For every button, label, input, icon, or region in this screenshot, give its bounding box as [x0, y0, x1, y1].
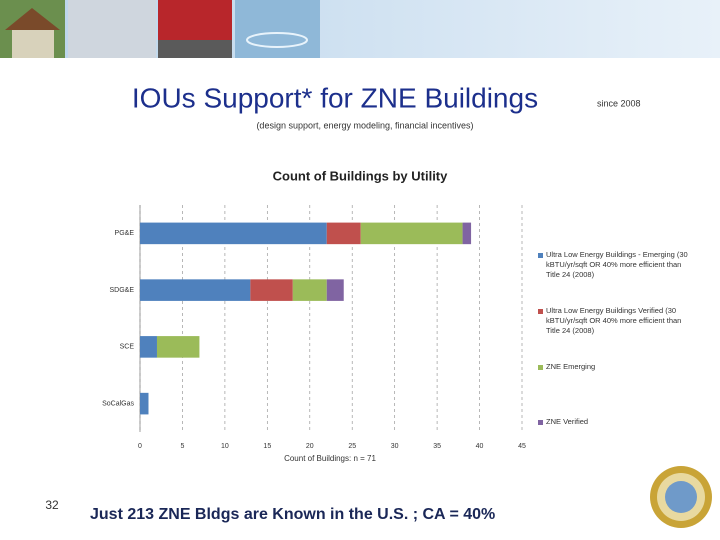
- x-tick-label: 5: [180, 443, 184, 450]
- legend-swatch: [538, 365, 543, 370]
- legend-label: Ultra Low Energy Buildings Verified (30 …: [546, 306, 682, 335]
- x-tick-label: 45: [518, 443, 526, 450]
- x-tick-label: 25: [348, 443, 356, 450]
- x-tick-label: 40: [476, 443, 484, 450]
- seal: [650, 466, 712, 528]
- x-tick-label: 20: [306, 443, 314, 450]
- bar-segment: [156, 336, 200, 358]
- slide-subtitle: (design support, energy modeling, financ…: [256, 120, 473, 130]
- page-number: 32: [45, 498, 59, 512]
- bar-segment: [326, 279, 344, 301]
- x-tick-label: 0: [138, 443, 142, 450]
- legend-label: ZNE Verified: [546, 417, 589, 426]
- header-strip: [0, 0, 720, 58]
- x-tick-label: 15: [263, 443, 271, 450]
- legend-swatch: [538, 420, 543, 425]
- y-tick-label: SCE: [120, 344, 135, 351]
- legend-label: Ultra Low Energy Buildings - Emerging (3…: [546, 250, 688, 279]
- legend-swatch: [538, 309, 543, 314]
- bar-segment: [462, 222, 472, 245]
- bar-segment: [292, 279, 327, 301]
- y-tick-label: SDG&E: [109, 287, 134, 294]
- legend-label: ZNE Emerging: [546, 362, 596, 371]
- bar-segment: [360, 222, 463, 245]
- legend-swatch: [538, 253, 543, 258]
- footer-text: Just 213 ZNE Bldgs are Known in the U.S.…: [90, 506, 495, 523]
- x-axis-label: Count of Buildings: n = 71: [284, 454, 376, 463]
- bar-segment: [140, 392, 149, 415]
- x-tick-label: 10: [221, 443, 229, 450]
- y-tick-label: PG&E: [115, 230, 135, 237]
- bar-segment: [140, 222, 327, 245]
- x-tick-label: 35: [433, 443, 441, 450]
- chart-title: Count of Buildings by Utility: [273, 168, 449, 183]
- bar-segment: [326, 222, 361, 245]
- bar-segment: [250, 279, 293, 301]
- bar-segment: [140, 279, 251, 301]
- since-note: since 2008: [597, 98, 641, 108]
- slide-title: IOUs Support* for ZNE Buildings: [132, 82, 538, 113]
- y-tick-label: SoCalGas: [102, 400, 134, 407]
- x-tick-label: 30: [391, 443, 399, 450]
- bar-segment: [140, 336, 157, 358]
